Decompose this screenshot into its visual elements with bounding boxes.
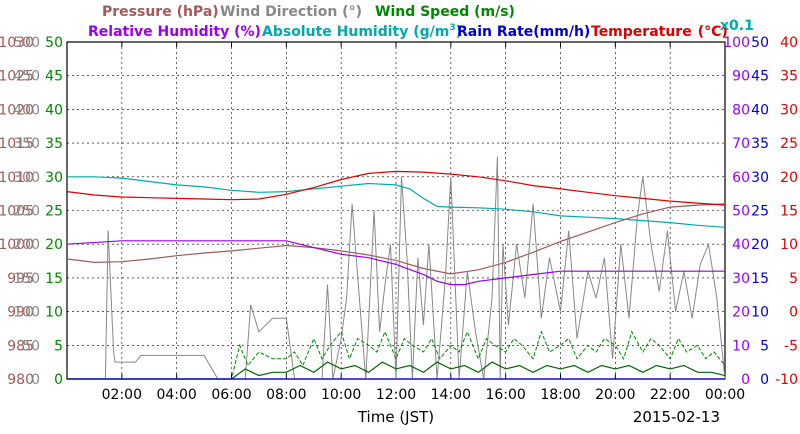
- y-tick-wind-direction: 50: [22, 338, 40, 354]
- y-tick-temperature: 0: [789, 305, 798, 321]
- legend: Pressure (hPa) Wind Direction (°) Wind S…: [88, 4, 754, 40]
- x-tick-label: 14:00: [431, 387, 471, 403]
- y-tick-rain-rate: 15: [751, 271, 769, 287]
- y-tick-wind-speed: 40: [45, 102, 63, 118]
- y-tick-rain-rate: 20: [751, 237, 769, 253]
- x-tick-label: 06:00: [211, 387, 251, 403]
- x-tick-label: 12:00: [376, 387, 416, 403]
- y-tick-wind-speed: 35: [45, 136, 63, 152]
- y-tick-temperature: 10: [780, 237, 798, 253]
- y-tick-wind-speed: 10: [45, 305, 63, 321]
- y-tick-wind-direction: 450: [13, 69, 40, 85]
- y-tick-wind-direction: 200: [13, 237, 40, 253]
- x-tick-label: 10:00: [321, 387, 361, 403]
- y-tick-wind-direction: 400: [13, 102, 40, 118]
- y-tick-pressure: 1015: [0, 136, 34, 152]
- series-pressure: [66, 203, 726, 275]
- y-tick-relative-humidity: 100: [723, 35, 750, 51]
- y-tick-pressure: 1000: [0, 237, 34, 253]
- legend-pressure: Pressure (hPa): [102, 4, 219, 20]
- y-tick-rain-rate: 45: [751, 69, 769, 85]
- y-tick-temperature: 20: [780, 170, 798, 186]
- x-tick-label: 04:00: [156, 387, 196, 403]
- y-tick-pressure: 1005: [0, 204, 34, 220]
- y-tick-pressure: 1025: [0, 69, 34, 85]
- y-tick-wind-speed: 50: [45, 35, 63, 51]
- y-tick-wind-speed: 5: [54, 338, 63, 354]
- y-tick-relative-humidity: 10: [732, 338, 750, 354]
- series-relative-humidity: [66, 240, 725, 286]
- y-tick-wind-direction: 100: [13, 305, 40, 321]
- series-group: [66, 156, 726, 380]
- y-tick-temperature: 35: [780, 69, 798, 85]
- x-tick-label: 00:00: [705, 387, 745, 403]
- legend-temperature: Temperature (°C): [591, 24, 728, 40]
- y-tick-relative-humidity: 50: [732, 204, 750, 220]
- y-tick-temperature: 30: [780, 102, 798, 118]
- y-tick-pressure: 990: [7, 305, 34, 321]
- y-tick-relative-humidity: 20: [732, 305, 750, 321]
- series-absolute-humidity: [67, 176, 726, 228]
- y-tick-wind-direction: 0: [31, 372, 40, 388]
- y-tick-wind-speed: 30: [45, 170, 63, 186]
- y-tick-temperature: -10: [775, 372, 798, 388]
- multiplier-label: x0.1: [720, 18, 754, 34]
- x-tick-label: 18:00: [540, 387, 580, 403]
- y-tick-temperature: 15: [780, 204, 798, 220]
- y-tick-relative-humidity: 0: [741, 372, 750, 388]
- date-label: 2015-02-13: [633, 408, 720, 426]
- legend-wind-speed: Wind Speed (m/s): [375, 4, 515, 20]
- legend-rain-rate: Rain Rate(mm/h): [457, 24, 590, 40]
- y-tick-wind-speed: 15: [45, 271, 63, 287]
- x-tick-label: 08:00: [266, 387, 306, 403]
- y-tick-wind-speed: 45: [45, 69, 63, 85]
- y-tick-rain-rate: 50: [751, 35, 769, 51]
- x-tick-label: 22:00: [650, 387, 690, 403]
- x-tick-label: 02:00: [102, 387, 142, 403]
- y-tick-rain-rate: 35: [751, 136, 769, 152]
- y-tick-wind-direction: 300: [13, 170, 40, 186]
- y-tick-temperature: 5: [789, 271, 798, 287]
- legend-absolute-humidity: Absolute Humidity (g/m3): [262, 23, 462, 40]
- y-tick-relative-humidity: 90: [732, 69, 750, 85]
- x-tick-label: 16:00: [485, 387, 525, 403]
- y-tick-rain-rate: 0: [760, 372, 769, 388]
- x-tick-label: 20:00: [595, 387, 635, 403]
- y-tick-wind-speed: 25: [45, 204, 63, 220]
- legend-relative-humidity: Relative Humidity (%): [88, 24, 261, 40]
- y-tick-relative-humidity: 60: [732, 170, 750, 186]
- tick-labels: 9809859909951000100510101015102010251030…: [0, 35, 798, 403]
- y-tick-relative-humidity: 80: [732, 102, 750, 118]
- y-tick-wind-speed: 20: [45, 237, 63, 253]
- series-wind-speed: [67, 361, 726, 380]
- y-tick-pressure: 980: [7, 372, 34, 388]
- y-tick-temperature: 25: [780, 136, 798, 152]
- legend-wind-direction: Wind Direction (°): [220, 4, 362, 20]
- y-tick-wind-speed: 0: [54, 372, 63, 388]
- y-tick-temperature: -5: [784, 338, 798, 354]
- y-tick-rain-rate: 10: [751, 305, 769, 321]
- series-wind-speed: [67, 330, 726, 380]
- y-tick-pressure: 1030: [0, 35, 34, 51]
- y-tick-relative-humidity: 30: [732, 271, 750, 287]
- y-tick-wind-direction: 250: [13, 204, 40, 220]
- y-tick-relative-humidity: 40: [732, 237, 750, 253]
- y-tick-wind-direction: 150: [13, 271, 40, 287]
- y-tick-rain-rate: 30: [751, 170, 769, 186]
- y-tick-rain-rate: 40: [751, 102, 769, 118]
- y-tick-pressure: 985: [7, 338, 34, 354]
- y-tick-rain-rate: 5: [760, 338, 769, 354]
- y-tick-rain-rate: 25: [751, 204, 769, 220]
- x-axis-title: Time (JST): [357, 408, 434, 426]
- y-tick-relative-humidity: 70: [732, 136, 750, 152]
- y-tick-temperature: 40: [780, 35, 798, 51]
- series-temperature: [66, 170, 726, 206]
- y-tick-pressure: 1020: [0, 102, 34, 118]
- y-tick-pressure: 1010: [0, 170, 34, 186]
- y-tick-wind-direction: 350: [13, 136, 40, 152]
- y-tick-pressure: 995: [7, 271, 34, 287]
- y-tick-wind-direction: 500: [13, 35, 40, 51]
